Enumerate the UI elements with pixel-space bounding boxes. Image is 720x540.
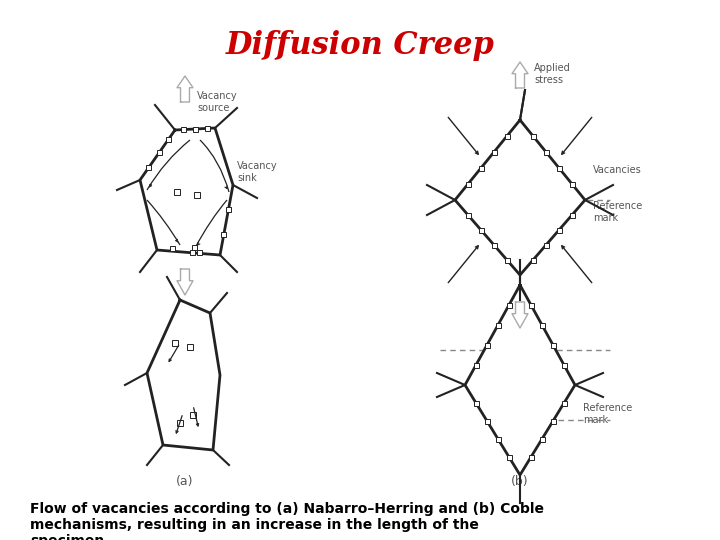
Bar xyxy=(172,340,178,346)
Text: Vacancy
sink: Vacancy sink xyxy=(237,161,278,183)
Bar xyxy=(222,232,226,237)
Bar xyxy=(562,401,567,406)
Bar xyxy=(562,362,567,368)
Bar xyxy=(570,181,575,186)
Bar xyxy=(570,213,575,218)
Bar xyxy=(531,258,536,262)
Bar xyxy=(492,150,497,154)
Polygon shape xyxy=(140,128,233,255)
Bar xyxy=(197,249,202,254)
Bar xyxy=(192,126,197,132)
Bar xyxy=(557,165,562,171)
Bar xyxy=(174,189,180,195)
Bar xyxy=(505,258,510,262)
Bar xyxy=(557,227,562,233)
Bar xyxy=(485,342,490,348)
Text: Flow of vacancies according to (a) Nabarro–Herring and (b) Coble
mechanisms, res: Flow of vacancies according to (a) Nabar… xyxy=(30,502,544,540)
Bar xyxy=(492,242,497,247)
Bar xyxy=(495,322,500,327)
Bar xyxy=(192,245,197,249)
Polygon shape xyxy=(512,302,528,328)
Bar xyxy=(466,213,470,218)
Polygon shape xyxy=(455,120,585,275)
Bar xyxy=(474,362,479,368)
Bar xyxy=(194,192,200,198)
Bar xyxy=(539,322,544,327)
Polygon shape xyxy=(512,62,528,88)
Text: Vacancies: Vacancies xyxy=(593,165,642,175)
Bar xyxy=(474,401,479,406)
Bar xyxy=(170,246,175,251)
Bar xyxy=(166,137,171,141)
Polygon shape xyxy=(177,269,193,295)
Bar xyxy=(539,436,544,442)
Bar xyxy=(528,302,534,307)
Bar xyxy=(506,302,511,307)
Bar xyxy=(551,342,556,348)
Bar xyxy=(204,126,210,131)
Polygon shape xyxy=(177,76,193,102)
Polygon shape xyxy=(465,285,575,475)
Bar xyxy=(479,165,484,171)
Bar xyxy=(466,181,470,186)
Bar xyxy=(177,420,183,426)
Text: (a): (a) xyxy=(176,476,194,489)
Bar xyxy=(146,165,151,170)
Bar xyxy=(181,127,186,132)
Bar xyxy=(495,436,500,442)
Bar xyxy=(190,412,196,418)
Bar xyxy=(479,227,484,233)
Bar xyxy=(226,207,231,212)
Bar xyxy=(189,249,194,254)
Bar xyxy=(187,344,193,350)
Bar xyxy=(485,418,490,423)
Text: Applied
stress: Applied stress xyxy=(534,63,571,85)
Text: Reference
mark: Reference mark xyxy=(593,201,642,223)
Bar xyxy=(528,455,534,460)
Bar xyxy=(531,133,536,138)
Bar xyxy=(506,455,511,460)
Bar xyxy=(544,150,549,154)
Text: Diffusion Creep: Diffusion Creep xyxy=(225,30,495,61)
Bar xyxy=(505,133,510,138)
Text: Reference
mark: Reference mark xyxy=(583,403,632,425)
Text: Vacancy
source: Vacancy source xyxy=(197,91,238,113)
Bar xyxy=(551,418,556,423)
Text: (b): (b) xyxy=(511,476,528,489)
Bar xyxy=(544,242,549,247)
Polygon shape xyxy=(147,300,220,450)
Bar xyxy=(157,150,162,155)
